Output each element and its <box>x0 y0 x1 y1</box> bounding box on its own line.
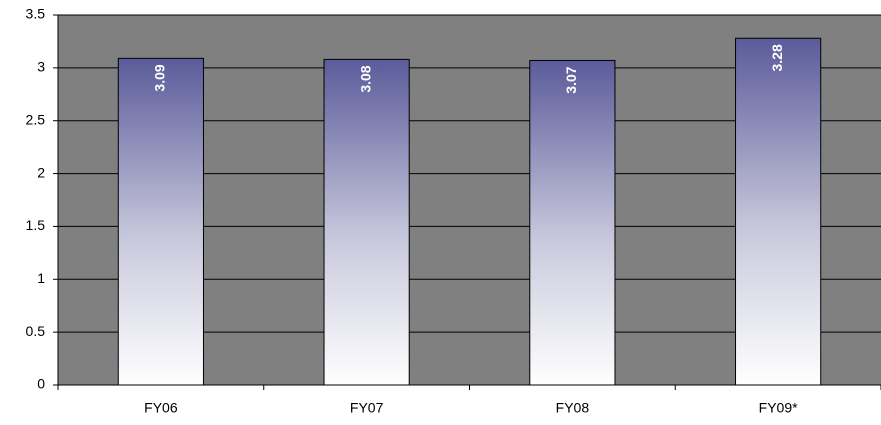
value-label: 3.09 <box>152 64 168 91</box>
bar <box>735 37 822 386</box>
y-tick-label: 1.5 <box>26 217 46 233</box>
y-tick-label: 2 <box>37 164 45 180</box>
y-tick-label: 2.5 <box>26 111 46 127</box>
y-tick-label: 3 <box>37 59 45 75</box>
x-tick-label: FY06 <box>144 400 178 416</box>
bar <box>529 59 616 386</box>
y-tick-label: 0.5 <box>26 323 46 339</box>
value-label: 3.08 <box>357 65 373 92</box>
y-tick-label: 3.5 <box>26 6 46 22</box>
bar <box>323 58 410 386</box>
x-tick-label: FY08 <box>556 400 590 416</box>
value-label: 3.07 <box>563 66 579 93</box>
x-tick-label: FY09* <box>759 400 798 416</box>
value-label: 3.28 <box>769 44 785 71</box>
y-tick-label: 0 <box>37 376 45 392</box>
bar <box>117 57 204 386</box>
y-tick-label: 1 <box>37 270 45 286</box>
x-tick-label: FY07 <box>350 400 384 416</box>
